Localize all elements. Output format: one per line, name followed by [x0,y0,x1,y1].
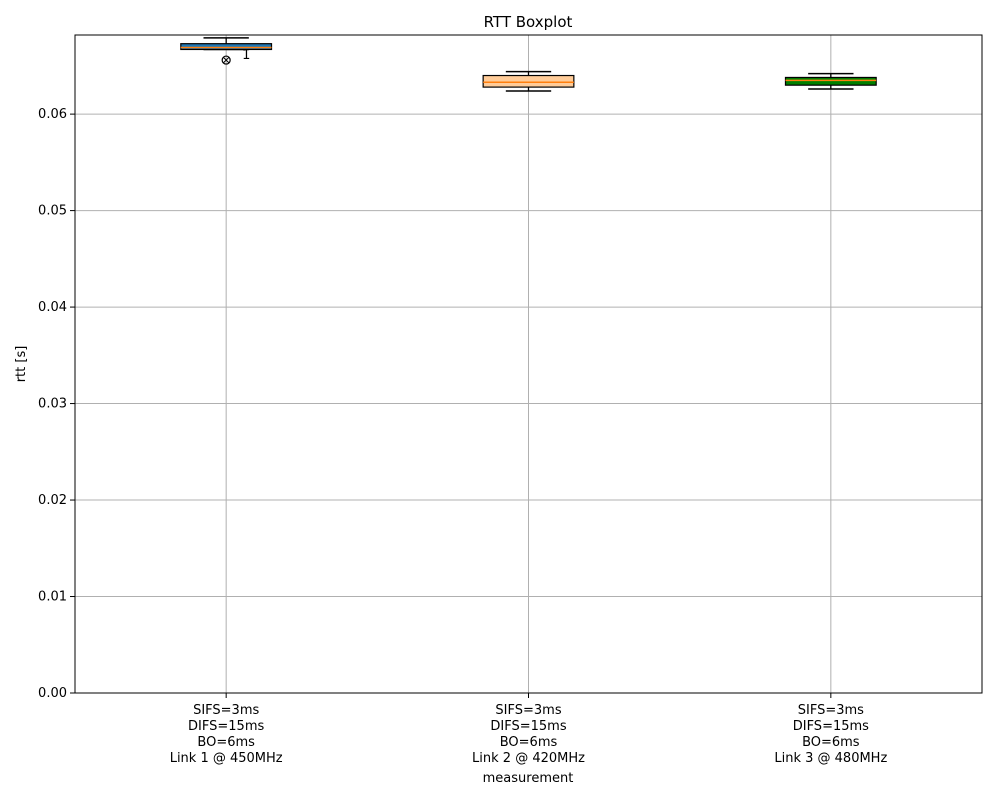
outlier-label: 1 [242,48,250,63]
x-tick-label-line: Link 2 @ 420MHz [472,751,585,766]
y-ticks: 0.00 0.01 0.02 0.03 0.04 0.05 0.06 [38,107,75,701]
box-body [784,76,877,86]
x-axis-label: measurement [483,771,574,786]
x-tick-label-line: SIFS=3ms [193,703,259,718]
x-tick-label-line: DIFS=15ms [793,719,869,734]
y-tick-label: 0.01 [38,590,67,605]
y-tick-label: 0.03 [38,397,67,412]
chart-title: RTT Boxplot [484,13,573,31]
x-tick-label-line: BO=6ms [197,735,255,750]
x-tick-label-line: BO=6ms [802,735,860,750]
x-tick-label-line: BO=6ms [500,735,558,750]
x-tick-label-line: Link 1 @ 450MHz [170,751,283,766]
y-tick-label: 0.00 [38,686,67,701]
x-tick-label-line: SIFS=3ms [495,703,561,718]
y-tick-label: 0.05 [38,204,67,219]
x-tick-label-line: DIFS=15ms [188,719,264,734]
y-axis-label: rtt [s] [14,346,29,383]
x-tick-label: SIFS=3ms DIFS=15ms BO=6ms Link 3 @ 480MHz [774,703,887,766]
outlier-point [221,55,231,65]
x-tick-label: SIFS=3ms DIFS=15ms BO=6ms Link 1 @ 450MHz [170,703,283,766]
y-tick-label: 0.04 [38,300,67,315]
x-tick-label: SIFS=3ms DIFS=15ms BO=6ms Link 2 @ 420MHz [472,703,585,766]
box-body [482,74,575,88]
box-body [180,43,273,51]
x-tick-label-line: SIFS=3ms [798,703,864,718]
x-tick-label-line: Link 3 @ 480MHz [774,751,887,766]
x-tick-label-line: DIFS=15ms [490,719,566,734]
x-ticks: SIFS=3ms DIFS=15ms BO=6ms Link 1 @ 450MHzSI… [170,693,887,766]
boxes-layer: 1 [180,37,877,92]
y-tick-label: 0.02 [38,493,67,508]
grid-layer [75,35,982,694]
y-tick-label: 0.06 [38,107,67,122]
outlier-cross [223,56,230,64]
